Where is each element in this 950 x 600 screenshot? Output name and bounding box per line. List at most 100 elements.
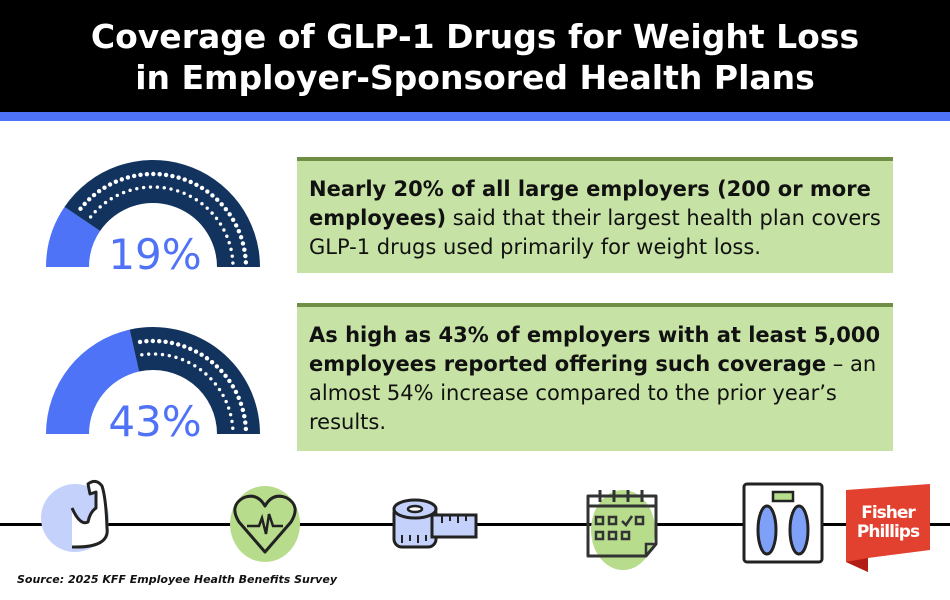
stat-text: said that their largest health plan cove… bbox=[309, 206, 881, 259]
gauge-dot bbox=[194, 198, 199, 202]
gauge-dot bbox=[230, 419, 234, 424]
gauge-dot bbox=[107, 182, 113, 187]
gauge-dot bbox=[231, 426, 235, 430]
gauge-dot bbox=[153, 352, 158, 356]
gauge-dot bbox=[230, 384, 236, 389]
heart-rate-icon bbox=[230, 486, 300, 562]
gauge-dot bbox=[128, 188, 132, 193]
gauge-dot bbox=[176, 175, 181, 180]
gauge-dot bbox=[141, 185, 146, 190]
gauge-dot bbox=[144, 339, 149, 344]
gauge-filled-segment bbox=[46, 206, 101, 267]
gauge-dot bbox=[167, 353, 171, 358]
stat-text: – an almost 54% increase compared to the… bbox=[309, 352, 877, 434]
gauge-dot bbox=[205, 206, 209, 210]
gauge-dot bbox=[174, 355, 178, 360]
gauge-dot bbox=[213, 382, 218, 386]
gauge-dot bbox=[144, 172, 150, 177]
gauge-dot bbox=[182, 191, 186, 196]
gauge-dot bbox=[219, 368, 224, 374]
gauge-dot bbox=[222, 228, 226, 232]
gauge-dot bbox=[236, 395, 241, 401]
gauge-dot bbox=[148, 185, 153, 189]
gauge-dot bbox=[242, 413, 247, 419]
gauge-dot bbox=[228, 412, 233, 417]
gauge-dot bbox=[209, 359, 215, 365]
gauge-dot bbox=[238, 235, 244, 240]
flexed-arm-icon bbox=[41, 479, 109, 552]
gauge-dot bbox=[115, 193, 119, 198]
gauge-dot bbox=[231, 261, 235, 265]
gauge-dot bbox=[243, 420, 248, 425]
gauge-dot bbox=[230, 217, 236, 222]
stat-box-1: Nearly 20% of all large employers (200 o… bbox=[297, 157, 893, 273]
gauge-dot bbox=[218, 222, 223, 226]
gauge-dot bbox=[87, 197, 92, 202]
gauge-dot bbox=[162, 186, 166, 190]
gauge-dot bbox=[135, 186, 139, 191]
gauge-value: 19% bbox=[108, 230, 202, 279]
gauge-dot bbox=[204, 356, 210, 361]
stat-box-2: As high as 43% of employers with at leas… bbox=[297, 303, 893, 451]
stat-bold: Nearly 20% of all large employers (200 o… bbox=[309, 177, 871, 230]
gauge-dot bbox=[217, 387, 222, 392]
gauge-dot bbox=[240, 241, 246, 246]
gauge-dot bbox=[204, 372, 208, 376]
gauge-dot bbox=[169, 187, 173, 191]
gauge-dot bbox=[163, 172, 169, 178]
gauge-dot bbox=[229, 247, 233, 252]
gauge-dot bbox=[140, 353, 144, 357]
gauge-dot bbox=[157, 172, 162, 177]
gauge-dot bbox=[78, 206, 83, 211]
gauge-dot bbox=[243, 260, 249, 265]
gauge-dot bbox=[242, 247, 247, 252]
gauge-dot bbox=[199, 185, 205, 191]
gauge-dot bbox=[210, 193, 215, 198]
gauge-dot bbox=[160, 352, 165, 357]
bathroom-scale-icon bbox=[742, 482, 824, 564]
gauge-dot bbox=[119, 177, 125, 182]
gauge-dot bbox=[243, 253, 248, 259]
gauge-dot bbox=[200, 202, 204, 206]
gauge-dot bbox=[169, 340, 175, 346]
gauge-dot bbox=[221, 393, 225, 398]
gauge-dot bbox=[210, 211, 214, 215]
gauge-dot bbox=[225, 234, 229, 238]
tape-measure-icon bbox=[392, 498, 478, 549]
gauge-dot bbox=[227, 378, 232, 384]
gauge-dot bbox=[223, 373, 228, 379]
gauge-dot bbox=[226, 406, 231, 410]
gauge-dot bbox=[182, 344, 187, 349]
gauge-dot bbox=[175, 189, 180, 193]
gauge-value: 43% bbox=[108, 397, 202, 446]
gauge-43: 43% bbox=[40, 324, 270, 444]
gauge-dot bbox=[131, 173, 137, 179]
gauge-dot bbox=[240, 407, 246, 413]
gauge-dot bbox=[236, 229, 242, 234]
gauge-dot bbox=[103, 200, 108, 205]
gauge-dot bbox=[163, 339, 168, 345]
gauge-dot bbox=[227, 212, 232, 217]
gauge-dot bbox=[91, 192, 97, 198]
gauge-dot bbox=[182, 177, 187, 182]
gauge-dot bbox=[193, 364, 197, 368]
calendar-icon bbox=[586, 490, 658, 570]
gauge-dot bbox=[188, 179, 193, 185]
gauge-dot bbox=[170, 173, 175, 179]
gauge-dot bbox=[150, 338, 156, 344]
gauge-dot bbox=[243, 426, 249, 432]
gauge-dot bbox=[157, 339, 162, 344]
gauge-dot bbox=[205, 189, 210, 194]
gauge-dot bbox=[138, 172, 143, 178]
gauge-dot bbox=[109, 197, 113, 201]
stat-bold: As high as 43% of employers with at leas… bbox=[309, 323, 881, 376]
gauge-dot bbox=[137, 339, 143, 345]
logo-line-1: Fisher bbox=[861, 503, 916, 523]
gauge-dot bbox=[214, 216, 219, 221]
gauge-dot bbox=[199, 352, 204, 357]
logo-line-2: Phillips bbox=[856, 522, 920, 542]
gauge-dot bbox=[188, 346, 193, 351]
title-line-2: in Employer-Sponsored Health Plans bbox=[135, 58, 815, 97]
gauge-dot bbox=[93, 210, 97, 214]
gauge-dot bbox=[180, 357, 185, 362]
